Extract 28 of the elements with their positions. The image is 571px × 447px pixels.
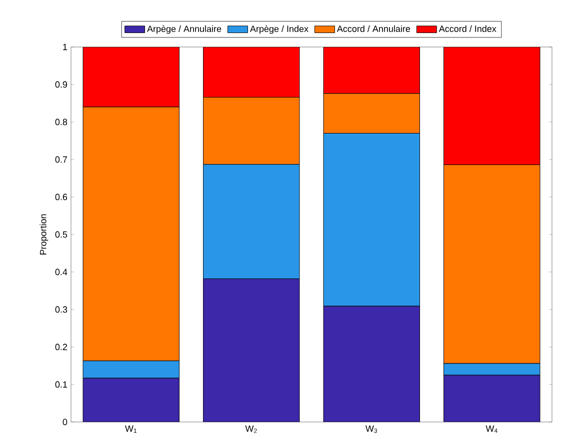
y-tick-label: 1: [63, 44, 68, 50]
y-tick-label: 0: [62, 418, 68, 426]
bar: [203, 278, 300, 422]
y-tick-label: 0.7: [55, 156, 68, 163]
x-tick-label: W$_{3}$: [366, 426, 378, 433]
y-tick-label: 0.4: [55, 268, 68, 276]
bar: [323, 306, 420, 422]
y-tick-label: 0.9: [55, 81, 68, 88]
legend-label: Accord / Annulaire: [336, 25, 410, 32]
bar: [82, 46, 180, 108]
y-tick-label: 0.6: [55, 194, 68, 200]
x-tick-label: W$_{4}$: [486, 426, 498, 433]
bar: [444, 374, 540, 422]
x-tick-label: W$_{1}$: [125, 426, 136, 433]
y-tick-label: 0.5: [55, 231, 68, 238]
x-tick-label: W$_{2}$: [245, 426, 257, 433]
y-tick-label: 0.3: [55, 306, 68, 313]
bar: [444, 46, 540, 165]
bar: [323, 46, 420, 94]
y-tick-label: 0.8: [55, 118, 68, 126]
y-tick-label: 0.2: [55, 344, 68, 350]
y-tick-label: 0.1: [55, 381, 68, 388]
legend-label: Accord / Index: [438, 25, 496, 32]
bar: [82, 378, 180, 422]
bar: [203, 46, 300, 98]
y-axis-title: Proportion: [40, 214, 48, 255]
legend-label: Arpège / Annulaire: [147, 25, 222, 34]
legend-label: Arpège / Index: [250, 25, 308, 34]
